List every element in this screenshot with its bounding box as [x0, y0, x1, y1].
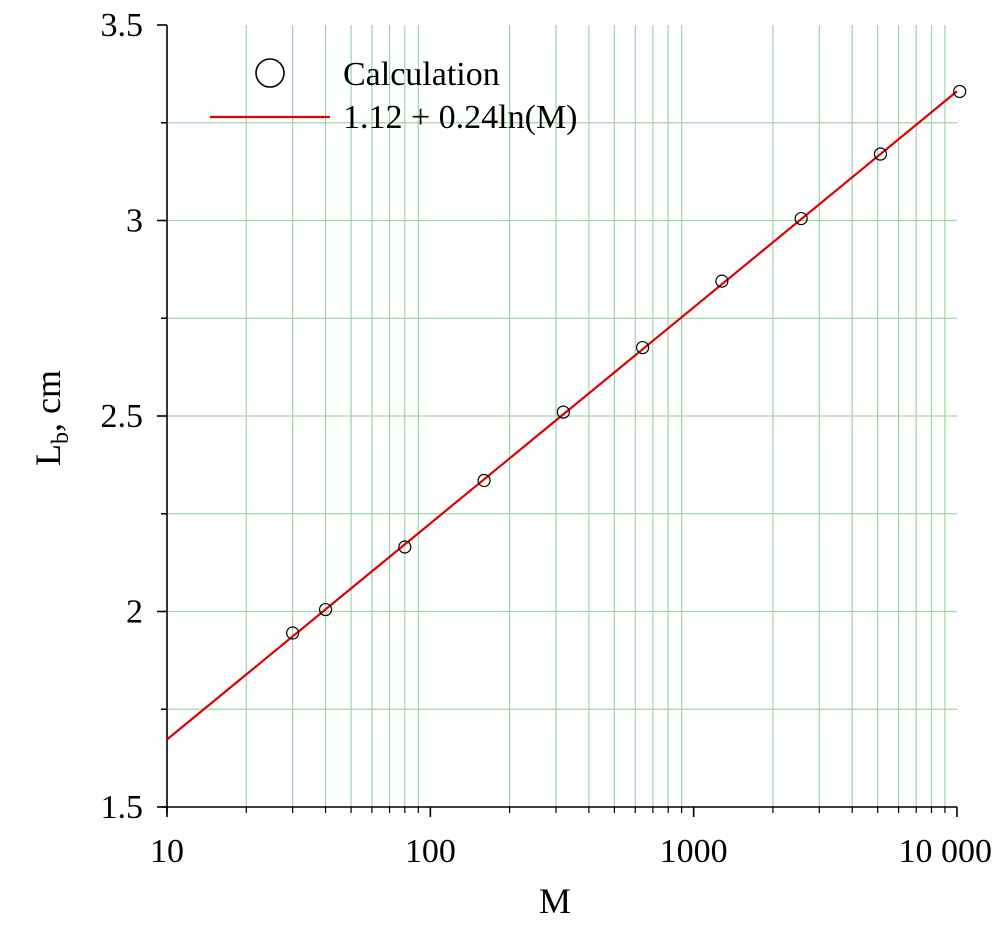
data-point — [873, 147, 888, 161]
data-point — [318, 602, 333, 617]
data-point — [398, 540, 412, 554]
y-tick-label: 3 — [126, 203, 143, 240]
data-point — [556, 405, 570, 419]
legend-label-calculation: Calculation — [343, 56, 500, 93]
x-tick-label: 10 — [150, 833, 184, 870]
data-point — [286, 626, 300, 640]
x-tick-label: 100 — [405, 833, 456, 870]
legend-label-fit: 1.12 + 0.24ln(M) — [343, 99, 578, 136]
y-axis-title-unit: , cm — [28, 370, 68, 432]
legend: Calculation 1.12 + 0.24ln(M) — [210, 56, 578, 136]
y-axis-title-subscript: b — [48, 432, 74, 444]
data-point — [477, 473, 491, 488]
x-tick-label: 1000 — [660, 833, 728, 870]
data-point — [794, 211, 808, 226]
y-tick-label: 1.5 — [101, 789, 144, 826]
x-axis-title: M — [539, 881, 571, 921]
data-point — [715, 274, 729, 288]
fit-line — [166, 90, 958, 741]
series — [166, 84, 967, 741]
y-axis-title: Lb, cm — [28, 370, 74, 466]
y-tick-label: 2 — [126, 594, 143, 631]
y-tick-label: 2.5 — [101, 398, 144, 435]
tick-labels: 1.5 2 2.5 3 3.5 10 100 1000 10 000 — [101, 7, 993, 870]
x-tick-label: 10 000 — [899, 833, 993, 870]
y-axis-title-main: L — [28, 444, 68, 466]
data-point — [636, 340, 650, 355]
y-tick-label: 3.5 — [101, 7, 144, 44]
legend-marker-calculation — [255, 58, 285, 88]
data-point — [953, 84, 967, 99]
axes — [157, 24, 958, 817]
grid — [167, 25, 957, 807]
